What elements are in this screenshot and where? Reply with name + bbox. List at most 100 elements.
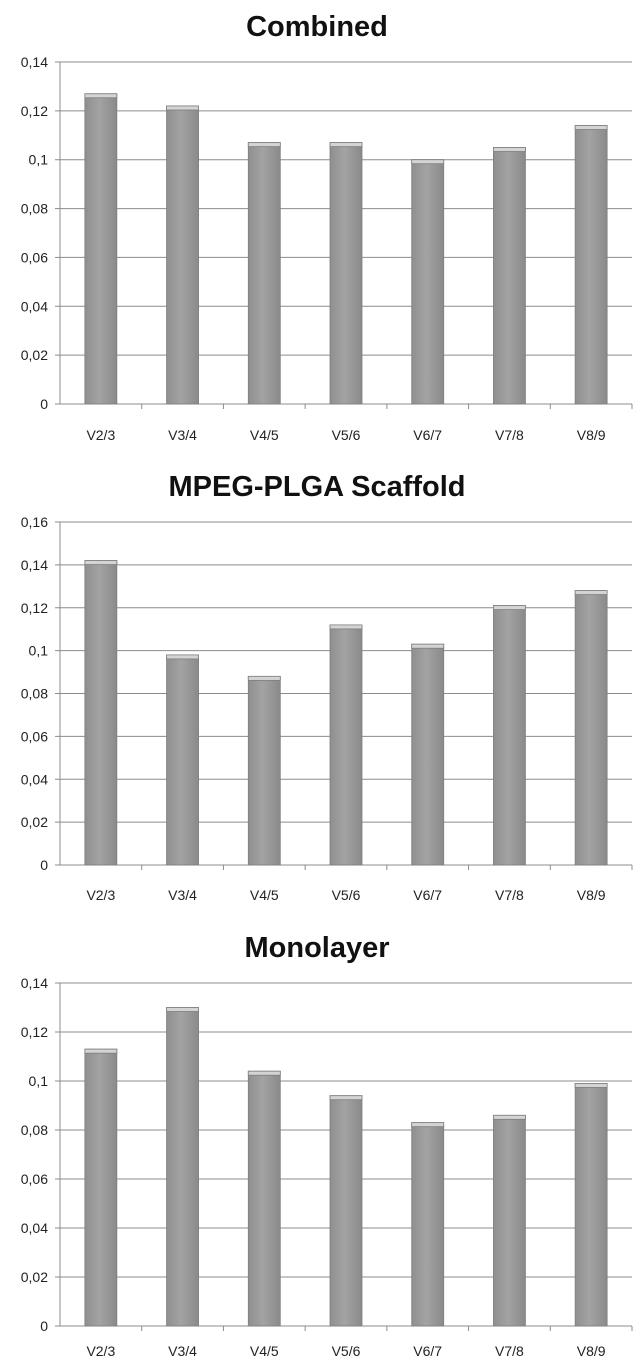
- bar-body: [247, 675, 281, 866]
- bar-cap: [329, 1095, 363, 1101]
- bar-body: [493, 147, 526, 405]
- bar-V6-7: [411, 159, 445, 405]
- bar-cap: [411, 643, 445, 649]
- bar-body: [574, 125, 608, 405]
- bar-V5-6: [329, 624, 363, 866]
- y-tick-label: 0,16: [21, 514, 48, 530]
- y-tick-label: 0,06: [21, 728, 48, 744]
- bar-V3-4: [166, 654, 199, 866]
- bar-cap: [329, 624, 363, 630]
- bar-body: [411, 159, 445, 405]
- bar-cap: [166, 105, 199, 111]
- x-tick-label: V8/9: [577, 1343, 606, 1359]
- bar-cap: [166, 654, 199, 660]
- bar-cap: [411, 1122, 445, 1128]
- y-tick-label: 0,04: [21, 771, 48, 787]
- bar-V2-3: [84, 560, 118, 866]
- x-tick-label: V5/6: [332, 887, 361, 903]
- bar-body: [411, 1122, 445, 1327]
- y-tick-label: 0,06: [21, 249, 48, 265]
- chart-title-monolayer: Monolayer: [244, 932, 389, 964]
- x-tick-label: V2/3: [86, 1343, 115, 1359]
- x-tick-label: V3/4: [168, 887, 197, 903]
- bar-body: [84, 93, 118, 405]
- bar-cap: [574, 125, 608, 130]
- bar-body: [247, 142, 281, 405]
- x-tick-label: V4/5: [250, 1343, 279, 1359]
- bar-V8-9: [574, 1083, 608, 1327]
- x-tick-label: V4/5: [250, 887, 279, 903]
- chart-mpeg-plga-scaffold-svg: MPEG-PLGA Scaffold 0 0,02 0,04 0,06 0,08 0,1 0,…: [21, 471, 633, 903]
- bar-V2-3: [84, 93, 118, 405]
- y-tick-label: 0,14: [21, 557, 48, 573]
- y-tick-label: 0,1: [29, 152, 49, 168]
- bar-V2-3: [84, 1048, 118, 1327]
- bar-V7-8: [493, 147, 526, 405]
- y-tick-label: 0: [40, 857, 48, 873]
- y-tick-label: 0,02: [21, 814, 48, 830]
- bar-body: [329, 1095, 363, 1327]
- x-tick-label: V7/8: [495, 887, 524, 903]
- x-tick-label: V4/5: [250, 427, 279, 443]
- y-tick-label: 0,12: [21, 1024, 48, 1040]
- bar-cap: [166, 1007, 199, 1012]
- bar-body: [166, 1007, 199, 1327]
- x-tick-label: V7/8: [495, 1343, 524, 1359]
- chart-monolayer-svg: Monolayer 0 0,02 0,04 0,06 0,08 0,1 0,12 0,14 V2/…: [21, 932, 633, 1359]
- bar-V4-5: [247, 1070, 281, 1327]
- bar-V7-8: [493, 1114, 526, 1327]
- bar-V4-5: [247, 675, 281, 866]
- bar-body: [329, 142, 363, 405]
- x-tick-label: V2/3: [86, 887, 115, 903]
- chart-title-mpeg-plga-scaffold: MPEG-PLGA Scaffold: [169, 471, 466, 503]
- x-tick-label: V5/6: [332, 427, 361, 443]
- chart-monolayer: Monolayer 0 0,02 0,04 0,06 0,08 0,1 0,12 0,14 V2/…: [0, 915, 634, 1365]
- bar-V3-4: [166, 105, 199, 405]
- y-tick-label: 0,02: [21, 347, 48, 363]
- chart-title-combined: Combined: [246, 11, 388, 43]
- bar-V5-6: [329, 1095, 363, 1327]
- bar-cap: [84, 93, 118, 99]
- bar-V6-7: [411, 643, 445, 866]
- bar-body: [411, 643, 445, 866]
- bar-V3-4: [166, 1007, 199, 1327]
- bar-cap: [84, 560, 118, 565]
- y-tick-label: 0,1: [29, 1073, 49, 1089]
- bar-body: [574, 590, 608, 866]
- bar-cap: [493, 605, 526, 611]
- bar-cap: [247, 1070, 281, 1076]
- y-tick-label: 0,06: [21, 1171, 48, 1187]
- bar-body: [493, 1114, 526, 1327]
- bar-V6-7: [411, 1122, 445, 1327]
- chart-combined: Combined 0 0,02 0,04 0,06 0,08 0,1 0,12 0,14 V2/3…: [0, 0, 634, 455]
- bar-body: [493, 605, 526, 866]
- x-tick-label: V8/9: [577, 427, 606, 443]
- x-tick-label: V6/7: [413, 427, 442, 443]
- x-tick-label: V6/7: [413, 887, 442, 903]
- bar-cap: [574, 590, 608, 596]
- x-tick-label: V2/3: [86, 427, 115, 443]
- bar-cap: [574, 1083, 608, 1088]
- bar-body: [166, 105, 199, 405]
- y-tick-label: 0,08: [21, 1122, 48, 1138]
- bar-cap: [84, 1048, 118, 1054]
- bar-cap: [329, 142, 363, 148]
- bar-cap: [493, 147, 526, 152]
- y-tick-label: 0,08: [21, 201, 48, 217]
- bar-body: [574, 1083, 608, 1327]
- y-tick-label: 0,02: [21, 1269, 48, 1285]
- bar-body: [247, 1070, 281, 1327]
- y-tick-label: 0,04: [21, 1220, 48, 1236]
- chart-combined-svg: Combined 0 0,02 0,04 0,06 0,08 0,1 0,12 0,14 V2/3…: [21, 11, 633, 443]
- x-tick-label: V3/4: [168, 1343, 197, 1359]
- bar-V8-9: [574, 590, 608, 866]
- bar-V7-8: [493, 605, 526, 866]
- chart-mpeg-plga-scaffold: MPEG-PLGA Scaffold 0 0,02 0,04 0,06 0,08 0,1 0,…: [0, 455, 634, 915]
- bar-V5-6: [329, 142, 363, 405]
- x-tick-label: V7/8: [495, 427, 524, 443]
- bar-body: [84, 1048, 118, 1327]
- y-tick-label: 0,14: [21, 54, 48, 70]
- y-tick-label: 0: [40, 396, 48, 412]
- bar-V4-5: [247, 142, 281, 405]
